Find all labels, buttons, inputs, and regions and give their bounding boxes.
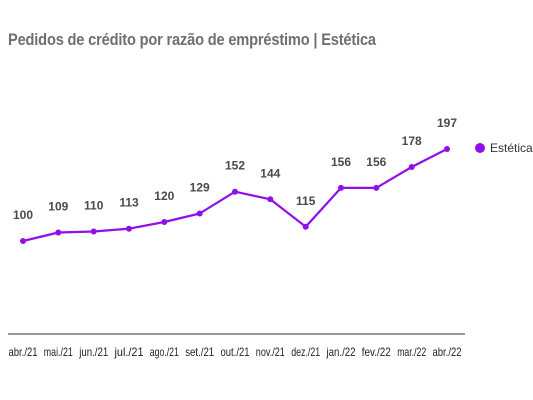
data-label: 156: [331, 155, 351, 169]
data-point: [55, 229, 62, 236]
data-point: [196, 210, 203, 217]
data-points: [20, 146, 450, 244]
data-point: [444, 146, 450, 152]
x-tick-label: abr./21: [9, 345, 38, 359]
data-label: 109: [48, 200, 68, 214]
data-label: 120: [154, 189, 174, 203]
legend-marker-estetica: [475, 143, 485, 153]
data-label: 152: [225, 159, 245, 173]
data-point: [232, 188, 238, 195]
x-tick-labels: abr./21 mai./21 jun./21 jul./21 ago./21 set./…: [9, 345, 462, 359]
legend: Estética: [475, 141, 533, 155]
x-tick-label: nov./21: [256, 345, 285, 359]
x-tick-label: fev./22: [362, 345, 391, 359]
data-label: 100: [13, 208, 33, 222]
data-point: [302, 223, 309, 230]
x-tick-label: mai./21: [44, 345, 73, 359]
data-point: [338, 184, 344, 191]
x-tick-label: jun./21: [78, 345, 108, 359]
data-label: 110: [84, 199, 104, 213]
x-tick-label: mar./22: [397, 345, 426, 359]
x-tick-label: dez./21: [291, 345, 320, 359]
data-point: [408, 164, 415, 170]
data-label: 113: [119, 196, 139, 210]
data-point: [267, 196, 274, 203]
data-labels: 100 109 110 113 120 129 152 144 115 156 156 178 197: [13, 116, 457, 222]
x-tick-label: out./21: [221, 345, 250, 359]
data-point: [20, 238, 26, 244]
data-point: [161, 219, 168, 225]
data-point: [90, 228, 97, 235]
legend-label-estetica: Estética: [490, 141, 533, 155]
data-label: 144: [260, 166, 280, 180]
data-point: [126, 225, 132, 232]
data-point: [373, 184, 380, 191]
x-tick-label: set./21: [185, 345, 214, 359]
x-tick-label: jul./21: [114, 345, 144, 359]
data-label: 178: [402, 134, 422, 148]
data-label: 129: [190, 181, 210, 195]
x-tick-label: ago./21: [150, 345, 179, 359]
x-tick-label: abr./22: [433, 345, 462, 359]
data-label: 197: [437, 116, 457, 130]
chart-title: Pedidos de crédito por razão de emprésti…: [8, 30, 376, 49]
data-label: 156: [366, 155, 386, 169]
data-label: 115: [296, 194, 316, 208]
x-tick-label: jan./22: [326, 345, 356, 359]
